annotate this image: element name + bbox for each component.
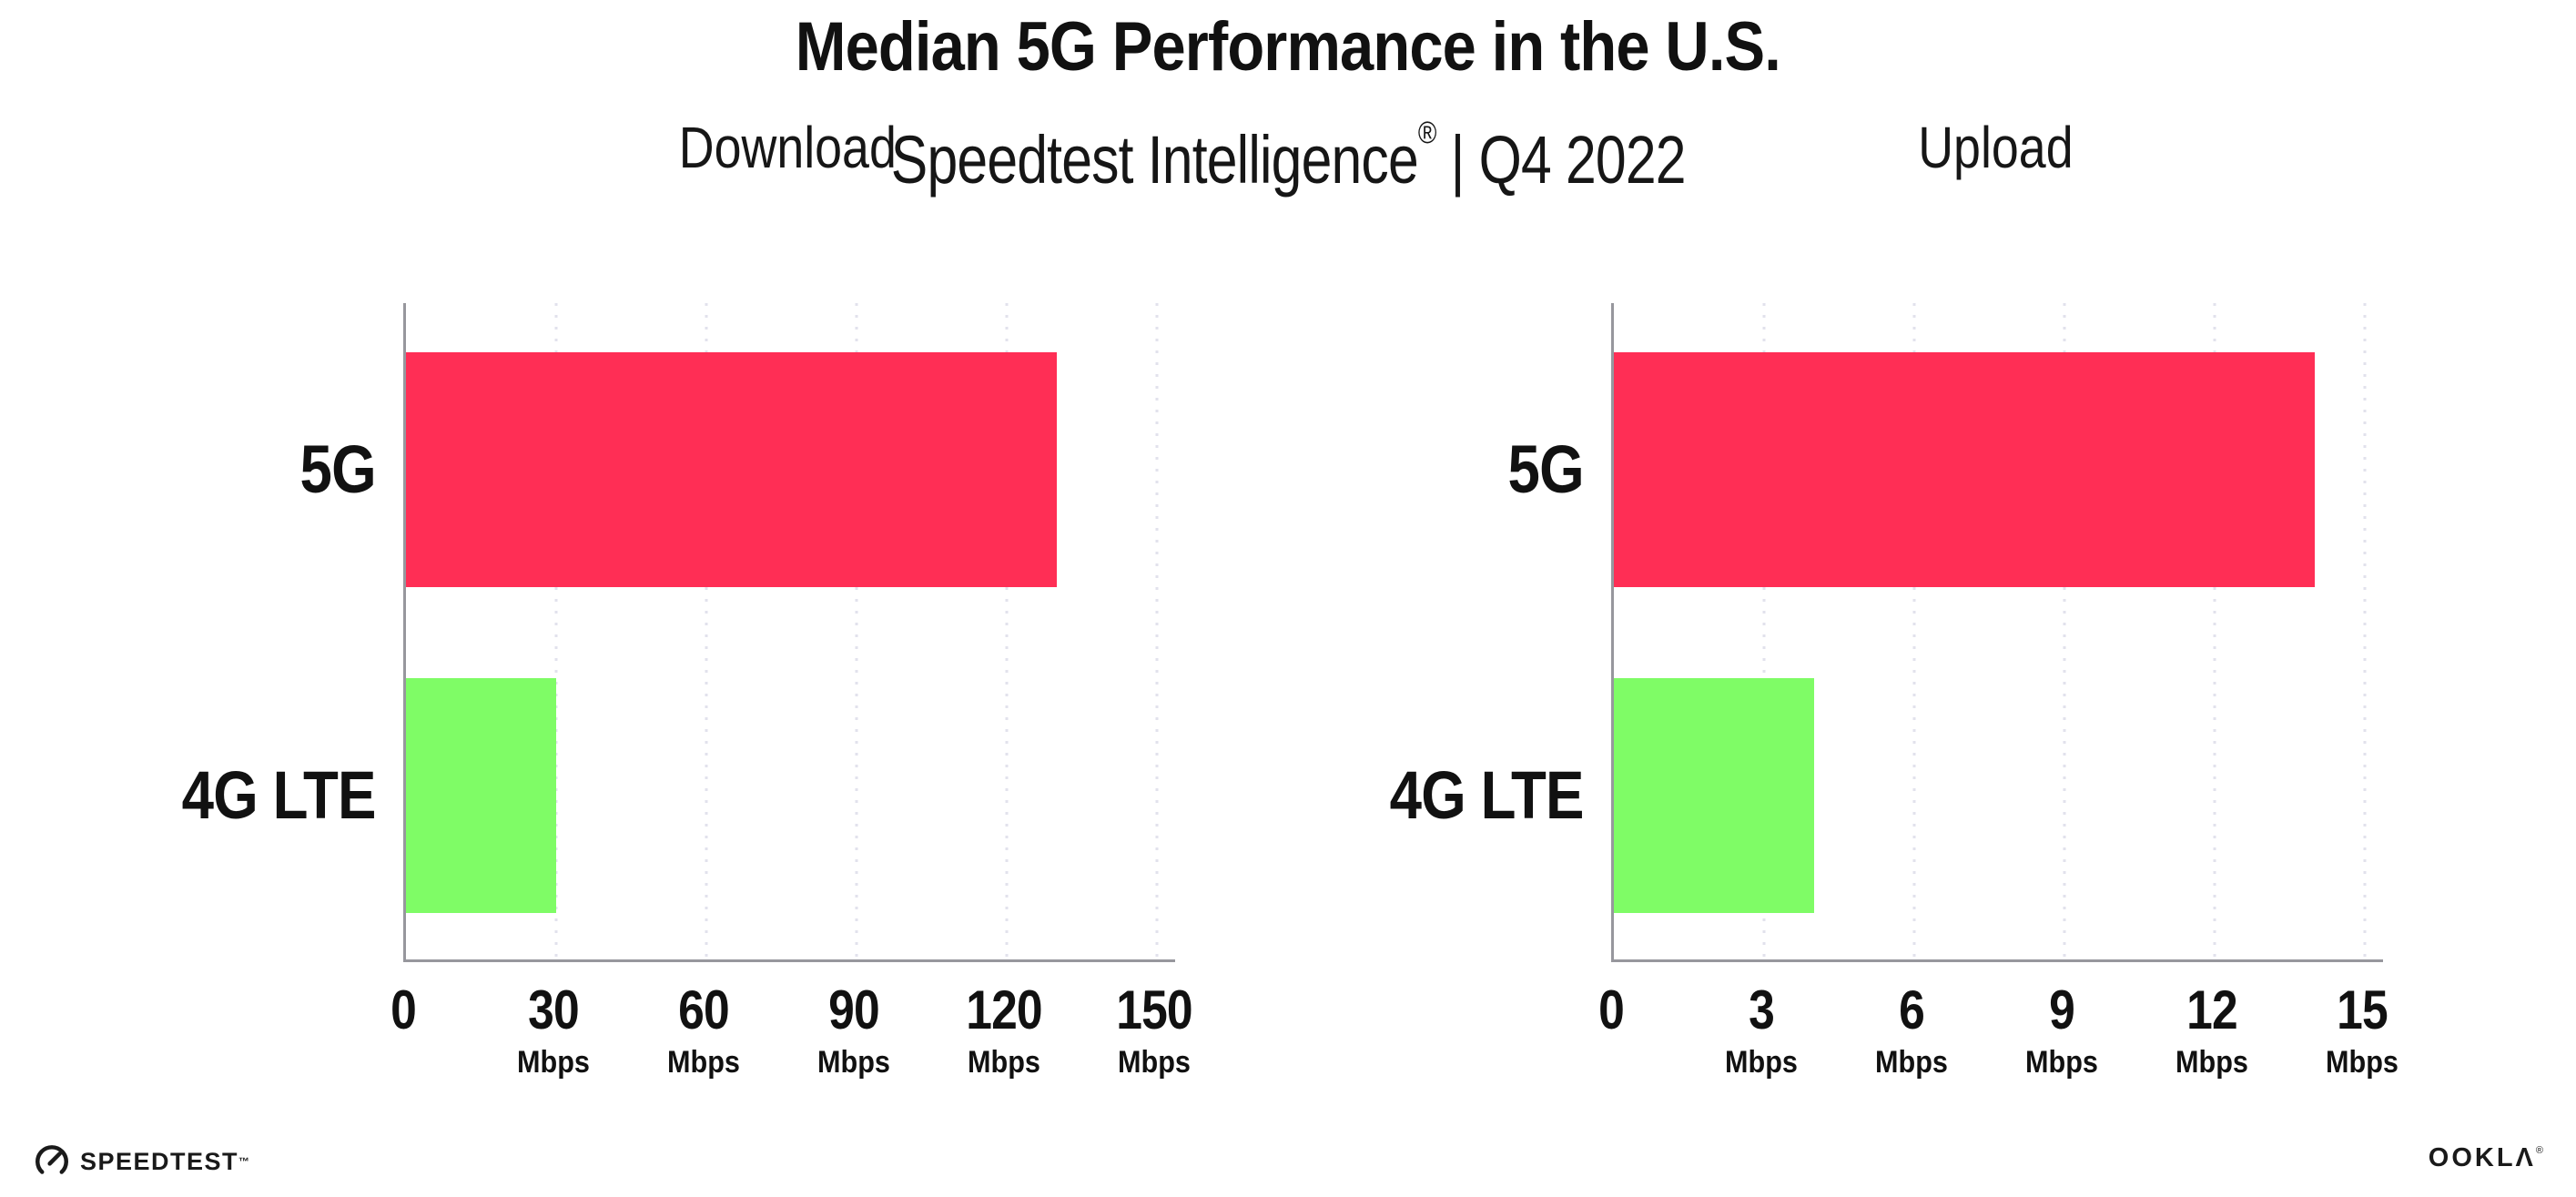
x-tick-value: 90	[828, 979, 880, 1040]
x-tick-value: 60	[678, 979, 730, 1040]
bar-5g	[406, 352, 1057, 587]
x-tick-unit: Mbps	[2326, 1045, 2399, 1080]
category-label-5g: 5G	[299, 431, 377, 507]
gridline-60	[705, 303, 708, 959]
x-tick-value: 0	[390, 979, 417, 1040]
upload-chart: Upload 5G 4G LTE 0 3 Mbps 6 Mbps 9 Mbps 12 Mbps 15 M…	[1390, 0, 2430, 1197]
bar-4g-lte	[406, 678, 556, 913]
x-tick-unit: Mbps	[667, 1045, 740, 1080]
x-tick-90: 90 Mbps	[814, 981, 895, 1080]
x-tick-120: 120 Mbps	[959, 981, 1048, 1080]
x-tick-value: 150	[1116, 979, 1192, 1040]
x-tick-value: 12	[2186, 979, 2238, 1040]
gridline-9	[2063, 303, 2066, 959]
x-tick-value: 3	[1749, 979, 1775, 1040]
x-tick-value: 30	[528, 979, 580, 1040]
x-tick-0: 0	[389, 981, 418, 1040]
gridline-12	[2213, 303, 2216, 959]
x-tick-unit: Mbps	[968, 1045, 1040, 1080]
bar-4g-lte	[1614, 678, 1814, 913]
x-tick-6: 6 Mbps	[1871, 981, 1952, 1080]
x-tick-value: 9	[2049, 979, 2075, 1040]
speedtest-trademark: ™	[238, 1155, 250, 1168]
category-label-4g-lte: 4G LTE	[182, 757, 377, 833]
download-chart: Download 5G 4G LTE 0 30 Mbps 60 Mbps 90 Mbps 120 M…	[182, 0, 1222, 1197]
download-plot-area	[403, 303, 1175, 962]
x-tick-12: 12 Mbps	[2172, 981, 2253, 1080]
page-title: Median 5G Performance in the U.S.	[0, 9, 2576, 86]
x-tick-unit: Mbps	[2175, 1045, 2248, 1080]
gridline-6	[1912, 303, 1916, 959]
x-tick-30: 30 Mbps	[513, 981, 594, 1080]
registered-mark: ®	[1417, 116, 1437, 150]
subtitle-period: | Q4 2022	[1435, 122, 1686, 198]
gridline-3	[1762, 303, 1766, 959]
gridline-15	[2363, 303, 2367, 959]
gridline-30	[554, 303, 558, 959]
x-tick-unit: Mbps	[1875, 1045, 1948, 1080]
x-tick-150: 150 Mbps	[1110, 981, 1198, 1080]
ookla-registered-mark: ®	[2535, 1145, 2543, 1156]
speedtest-gauge-icon	[35, 1145, 68, 1174]
category-label-4g-lte: 4G LTE	[1390, 757, 1585, 833]
x-tick-value: 0	[1598, 979, 1625, 1040]
x-tick-unit: Mbps	[2025, 1045, 2098, 1080]
category-label-5g: 5G	[1507, 431, 1585, 507]
ookla-logo: OOKLΛ®	[2429, 1143, 2543, 1173]
page-title-text: Median 5G Performance in the U.S.	[795, 8, 1781, 86]
x-tick-value: 15	[2337, 979, 2388, 1040]
gridline-120	[1005, 303, 1009, 959]
gridline-150	[1155, 303, 1159, 959]
upload-plot-area	[1611, 303, 2383, 962]
x-tick-3: 3 Mbps	[1721, 981, 1802, 1080]
x-tick-value: 120	[966, 979, 1042, 1040]
x-tick-15: 15 Mbps	[2322, 981, 2403, 1080]
download-chart-title: Download	[678, 115, 898, 180]
speedtest-logo: SPEEDTEST ™	[33, 1140, 249, 1183]
x-tick-60: 60 Mbps	[664, 981, 745, 1080]
gridline-90	[855, 303, 858, 959]
x-tick-unit: Mbps	[817, 1045, 890, 1080]
page-subtitle: Speedtest Intelligence® | Q4 2022	[0, 91, 2576, 202]
ookla-wordmark: OOKLΛ	[2428, 1143, 2536, 1172]
page-subtitle-text: Speedtest Intelligence® | Q4 2022	[890, 91, 1687, 202]
x-tick-0: 0	[1597, 981, 1626, 1040]
x-tick-value: 6	[1899, 979, 1925, 1040]
x-tick-unit: Mbps	[1118, 1045, 1191, 1080]
subtitle-brand: Speedtest Intelligence	[890, 122, 1419, 198]
bar-5g	[1614, 352, 2315, 587]
upload-chart-title: Upload	[1918, 115, 2074, 180]
x-tick-unit: Mbps	[1725, 1045, 1798, 1080]
speedtest-wordmark: SPEEDTEST	[80, 1147, 239, 1175]
x-tick-9: 9 Mbps	[2022, 981, 2103, 1080]
x-tick-unit: Mbps	[517, 1045, 590, 1080]
